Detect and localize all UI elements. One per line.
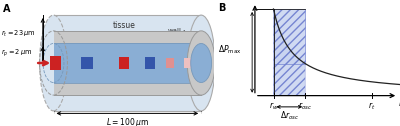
Bar [81, 57, 92, 69]
Text: $r_t = 23\,\mu$m: $r_t = 23\,\mu$m [1, 29, 36, 39]
Ellipse shape [187, 15, 215, 111]
Polygon shape [274, 9, 305, 64]
Bar [119, 57, 129, 69]
Text: tissue: tissue [113, 21, 136, 30]
Text: B: B [218, 3, 225, 13]
Bar [184, 58, 191, 68]
Text: RBCs: RBCs [172, 69, 190, 75]
Bar [50, 56, 61, 70]
Text: plasma: plasma [105, 41, 130, 47]
Text: $r_p = 2\,\mu$m: $r_p = 2\,\mu$m [1, 47, 32, 59]
Polygon shape [54, 15, 201, 111]
Text: $r_{osc}$: $r_{osc}$ [298, 101, 312, 112]
Text: A: A [3, 4, 11, 14]
Ellipse shape [191, 43, 212, 83]
Text: $\Delta P_{\mathrm{max}}$: $\Delta P_{\mathrm{max}}$ [218, 44, 241, 56]
Polygon shape [54, 43, 201, 83]
Text: $r_w$: $r_w$ [269, 101, 278, 112]
Text: wall: wall [168, 28, 182, 34]
Text: $r_t$: $r_t$ [368, 101, 376, 112]
Text: $L = 100\,\mu$m: $L = 100\,\mu$m [106, 116, 149, 126]
Text: $r$: $r$ [398, 97, 400, 108]
Bar [166, 58, 174, 68]
Ellipse shape [187, 31, 215, 95]
Text: 1: 1 [183, 30, 186, 35]
Polygon shape [54, 31, 201, 95]
Text: $\Delta r_{osc}$: $\Delta r_{osc}$ [280, 110, 299, 122]
Bar [145, 57, 155, 69]
Ellipse shape [40, 15, 68, 111]
